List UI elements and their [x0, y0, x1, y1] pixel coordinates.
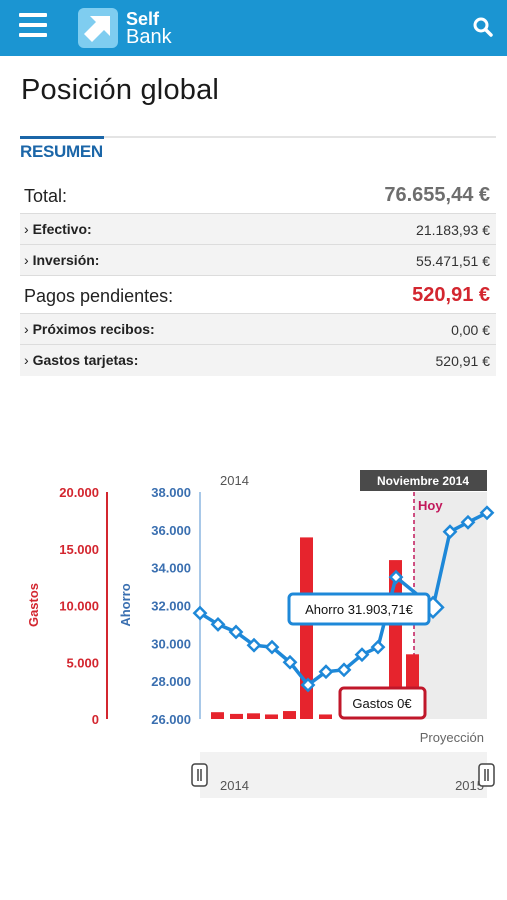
year-label-top: 2014: [220, 473, 249, 488]
ahorro-tick-label: 28.000: [151, 674, 191, 689]
gastos-tooltip-label: Gastos 0€: [352, 696, 412, 711]
logo-text-bank: Bank: [126, 26, 172, 48]
gastos-tick-label: 10.000: [59, 599, 99, 614]
ahorro-point: [210, 616, 226, 632]
summary-list: Total: 76.655,44 € › Efectivo: 21.183,93…: [20, 176, 496, 376]
proximos-recibos-row[interactable]: › Próximos recibos: 0,00 €: [20, 314, 496, 345]
gastos-tick-label: 20.000: [59, 485, 99, 500]
tab-divider: [20, 136, 496, 138]
inversion-value: 55.471,51 €: [416, 253, 490, 269]
pagos-pendientes-value: 520,91 €: [412, 284, 490, 306]
efectivo-value: 21.183,93 €: [416, 222, 490, 238]
inversion-label: Inversión:: [32, 252, 100, 268]
top-app-bar: Self Bank: [0, 0, 507, 56]
gastos-tick-label: 5.000: [66, 655, 99, 670]
total-value: 76.655,44 €: [384, 184, 490, 206]
savings-expenses-chart[interactable]: Gastos Ahorro 20.000 15.000 10.000 5.000 0 38.0…: [0, 440, 507, 810]
navigator-start-label: 2014: [220, 778, 249, 793]
ahorro-point: [354, 647, 370, 663]
gastos-tick-label: 15.000: [59, 542, 99, 557]
ahorro-tooltip-box: [287, 592, 431, 626]
ahorro-point: [442, 524, 458, 540]
total-row: Total: 76.655,44 €: [20, 176, 496, 214]
ahorro-point: [388, 569, 404, 585]
inversion-label-wrap: › Inversión:: [24, 252, 99, 268]
chevron-right-icon: ›: [24, 252, 29, 268]
ahorro-point: [246, 637, 262, 653]
pagos-pendientes-label: Pagos pendientes:: [24, 286, 174, 306]
gastos-bar: [319, 714, 332, 719]
navigator-end-label: 2015: [455, 778, 484, 793]
gastos-tooltip-box: [338, 686, 427, 720]
chevron-right-icon: ›: [24, 321, 29, 337]
ahorro-point: [336, 662, 352, 678]
efectivo-row[interactable]: › Efectivo: 21.183,93 €: [20, 214, 496, 245]
ahorro-tooltip-label: Ahorro 31.903,71€: [305, 602, 413, 617]
pagos-pendientes-row: Pagos pendientes: 520,91 €: [20, 276, 496, 314]
navigator-right-handle[interactable]: [478, 763, 495, 787]
logo-text-self: Self: [126, 9, 160, 29]
gastos-bar: [300, 537, 313, 719]
gastos-tarjetas-value: 520,91 €: [435, 353, 491, 369]
ahorro-point: [300, 677, 316, 693]
page-title: Posición global: [21, 74, 220, 106]
gastos-bar: [211, 712, 224, 719]
ahorro-point: [479, 505, 495, 521]
ahorro-tick-label: 32.000: [151, 599, 191, 614]
ahorro-line: [199, 511, 488, 687]
chevron-right-icon: ›: [24, 221, 29, 237]
navigator-track: [200, 752, 487, 798]
hamburger-menu-icon[interactable]: [19, 13, 47, 39]
efectivo-label: Efectivo:: [32, 221, 92, 237]
navigator-left-handle[interactable]: [191, 763, 208, 787]
ahorro-tick-label: 34.000: [151, 561, 191, 576]
ahorro-point: [460, 514, 476, 530]
gastos-tick-label: 0: [92, 712, 99, 727]
gastos-bar: [247, 713, 260, 719]
proximos-recibos-label: Próximos recibos:: [32, 321, 155, 337]
ahorro-point: [228, 624, 244, 640]
chevron-right-icon: ›: [24, 352, 29, 368]
ahorro-tick-label: 36.000: [151, 523, 191, 538]
proximos-recibos-value: 0,00 €: [451, 322, 490, 338]
gastos-bar: [230, 713, 243, 719]
gastos-axis-title: Gastos: [26, 583, 41, 627]
ahorro-tick-label: 26.000: [151, 712, 191, 727]
ahorro-tick-label: 30.000: [151, 636, 191, 651]
self-bank-arrow-logo-icon: [78, 8, 118, 48]
ahorro-point: [264, 639, 280, 655]
month-badge-label: Noviembre 2014: [377, 474, 469, 488]
gastos-tarjetas-label: Gastos tarjetas:: [32, 352, 139, 368]
tab-resumen[interactable]: RESUMEN: [20, 142, 103, 161]
inversion-row[interactable]: › Inversión: 55.471,51 €: [20, 245, 496, 276]
ahorro-point: [192, 605, 208, 621]
efectivo-label-wrap: › Efectivo:: [24, 221, 92, 237]
ahorro-tick-label: 38.000: [151, 485, 191, 500]
ahorro-point: [370, 639, 386, 655]
gastos-bar: [283, 711, 296, 719]
today-label: Hoy: [418, 498, 443, 513]
self-bank-logo[interactable]: Self Bank: [78, 8, 188, 48]
tab-active-indicator: [20, 136, 104, 139]
gastos-bar: [265, 714, 278, 719]
search-icon[interactable]: [470, 14, 496, 40]
gastos-tarjetas-row[interactable]: › Gastos tarjetas: 520,91 €: [20, 345, 496, 376]
tarjetas-label-wrap: › Gastos tarjetas:: [24, 352, 138, 368]
total-label: Total:: [24, 186, 68, 206]
projection-label: Proyección: [420, 730, 484, 745]
ahorro-point: [318, 664, 334, 680]
ahorro-point: [282, 654, 298, 670]
recibos-label-wrap: › Próximos recibos:: [24, 321, 155, 337]
ahorro-axis-title: Ahorro: [118, 583, 133, 626]
month-badge-bg: [360, 470, 487, 491]
